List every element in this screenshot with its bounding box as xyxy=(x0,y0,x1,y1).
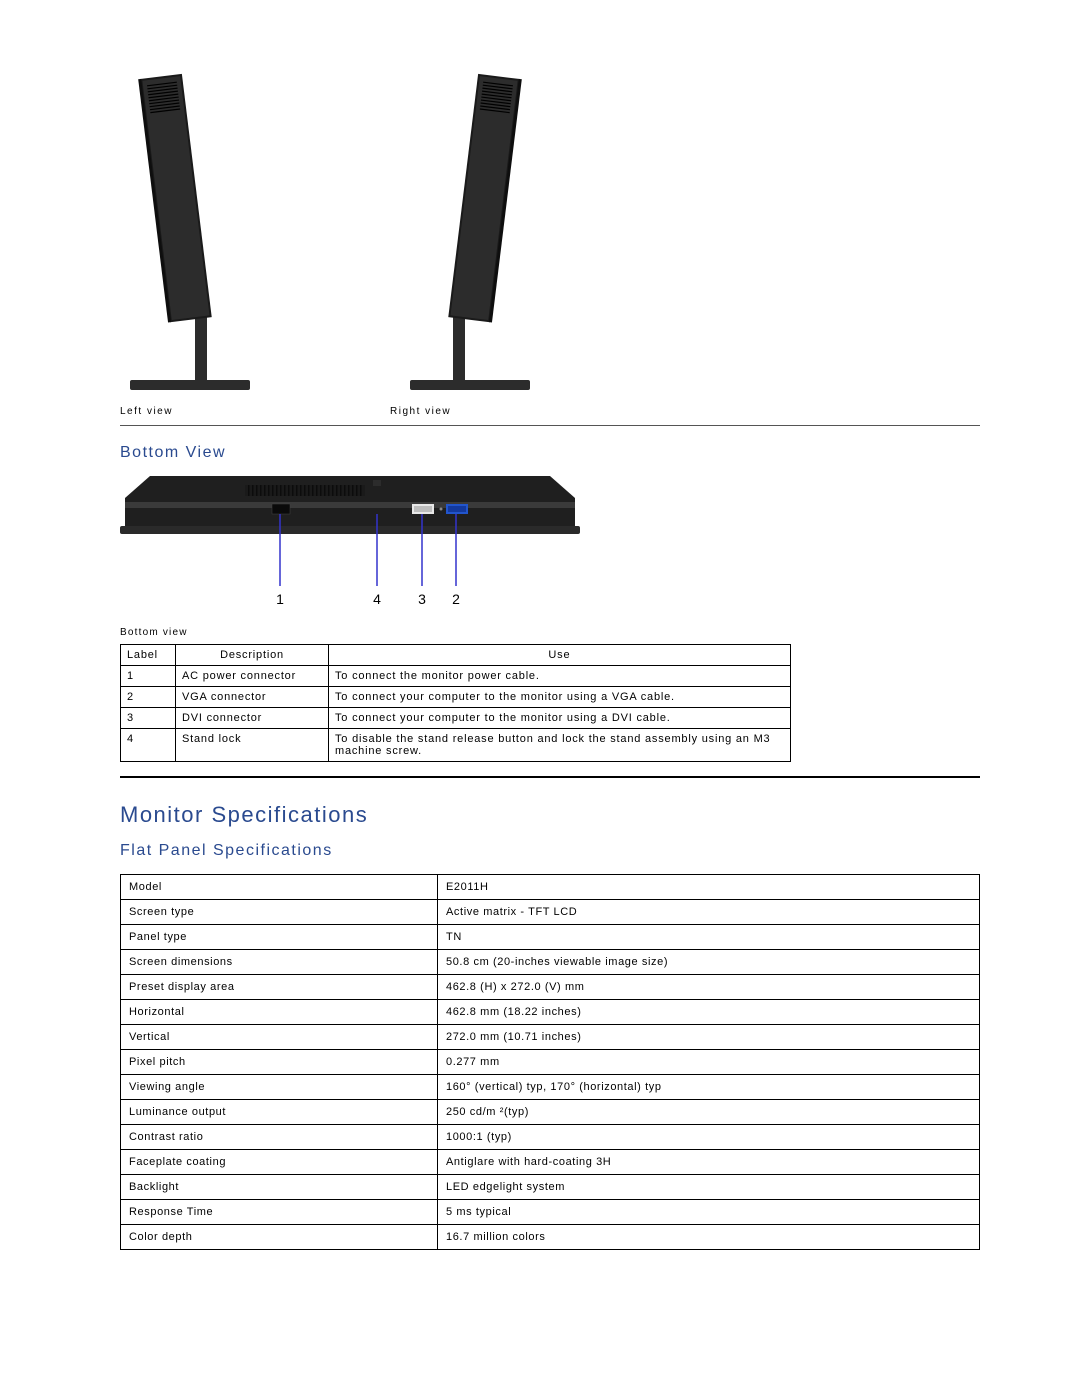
spec-name: Preset display area xyxy=(121,975,438,1000)
spec-name: Color depth xyxy=(121,1225,438,1250)
table-row: BacklightLED edgelight system xyxy=(121,1175,980,1200)
spec-value: LED edgelight system xyxy=(438,1175,980,1200)
cell-description: DVI connector xyxy=(176,708,329,729)
spec-name: Backlight xyxy=(121,1175,438,1200)
cell-label: 1 xyxy=(121,666,176,687)
table-row: Faceplate coatingAntiglare with hard-coa… xyxy=(121,1150,980,1175)
spec-name: Screen type xyxy=(121,900,438,925)
spec-name: Response Time xyxy=(121,1200,438,1225)
spec-name: Contrast ratio xyxy=(121,1125,438,1150)
spec-value: Antiglare with hard-coating 3H xyxy=(438,1150,980,1175)
spec-name: Viewing angle xyxy=(121,1075,438,1100)
spec-value: 16.7 million colors xyxy=(438,1225,980,1250)
divider-thin xyxy=(120,425,980,426)
table-row: Panel typeTN xyxy=(121,925,980,950)
spec-value: 272.0 mm (10.71 inches) xyxy=(438,1025,980,1050)
spec-name: Screen dimensions xyxy=(121,950,438,975)
spec-name: Vertical xyxy=(121,1025,438,1050)
table-row: Pixel pitch0.277 mm xyxy=(121,1050,980,1075)
cell-label: 4 xyxy=(121,729,176,762)
connector-table: Label Description Use 1AC power connecto… xyxy=(120,644,791,762)
table-row: Preset display area462.8 (H) x 272.0 (V)… xyxy=(121,975,980,1000)
spec-value: 250 cd/m ²(typ) xyxy=(438,1100,980,1125)
spec-name: Pixel pitch xyxy=(121,1050,438,1075)
spec-value: 160° (vertical) typ, 170° (horizontal) t… xyxy=(438,1075,980,1100)
table-row: Color depth16.7 million colors xyxy=(121,1225,980,1250)
left-view-caption: Left view xyxy=(120,406,290,417)
table-row: Vertical272.0 mm (10.71 inches) xyxy=(121,1025,980,1050)
table-row: Screen dimensions50.8 cm (20-inches view… xyxy=(121,950,980,975)
bottom-view-svg: 1 4 3 2 xyxy=(120,476,580,616)
table-row: ModelE2011H xyxy=(121,875,980,900)
bottom-view-caption: Bottom view xyxy=(120,627,980,638)
left-view-svg xyxy=(120,60,270,400)
cell-use: To connect the monitor power cable. xyxy=(329,666,791,687)
cell-use: To connect your computer to the monitor … xyxy=(329,687,791,708)
spec-value: 0.277 mm xyxy=(438,1050,980,1075)
table-row: Response Time5 ms typical xyxy=(121,1200,980,1225)
cell-description: Stand lock xyxy=(176,729,329,762)
left-view: Left view xyxy=(120,60,290,417)
table-row: Label Description Use xyxy=(121,645,791,666)
callout-3: 3 xyxy=(418,591,426,607)
right-view: Right view xyxy=(390,60,560,417)
table-row: 1AC power connectorTo connect the monito… xyxy=(121,666,791,687)
side-views-row: Left view xyxy=(120,60,980,417)
cell-use: To connect your computer to the monitor … xyxy=(329,708,791,729)
callout-1: 1 xyxy=(276,591,284,607)
spec-name: Faceplate coating xyxy=(121,1150,438,1175)
spec-value: TN xyxy=(438,925,980,950)
monitor-spec-heading: Monitor Specifications xyxy=(120,802,980,828)
table-row: Luminance output250 cd/m ²(typ) xyxy=(121,1100,980,1125)
spec-value: 462.8 mm (18.22 inches) xyxy=(438,1000,980,1025)
table-row: 3DVI connectorTo connect your computer t… xyxy=(121,708,791,729)
col-label: Label xyxy=(121,645,176,666)
spec-value: 50.8 cm (20-inches viewable image size) xyxy=(438,950,980,975)
table-row: 2VGA connectorTo connect your computer t… xyxy=(121,687,791,708)
divider-thick xyxy=(120,776,980,778)
spec-table: ModelE2011HScreen typeActive matrix - TF… xyxy=(120,874,980,1250)
callout-4: 4 xyxy=(373,591,381,607)
spec-name: Horizontal xyxy=(121,1000,438,1025)
spec-name: Panel type xyxy=(121,925,438,950)
spec-value: Active matrix - TFT LCD xyxy=(438,900,980,925)
cell-label: 3 xyxy=(121,708,176,729)
cell-description: AC power connector xyxy=(176,666,329,687)
table-row: Contrast ratio1000:1 (typ) xyxy=(121,1125,980,1150)
bottom-view-heading: Bottom View xyxy=(120,444,980,462)
table-row: 4Stand lockTo disable the stand release … xyxy=(121,729,791,762)
bottom-view-figure: 1 4 3 2 Bottom view xyxy=(120,476,980,638)
col-use: Use xyxy=(329,645,791,666)
table-row: Screen typeActive matrix - TFT LCD xyxy=(121,900,980,925)
col-description: Description xyxy=(176,645,329,666)
table-row: Viewing angle160° (vertical) typ, 170° (… xyxy=(121,1075,980,1100)
spec-value: 5 ms typical xyxy=(438,1200,980,1225)
spec-value: E2011H xyxy=(438,875,980,900)
spec-name: Luminance output xyxy=(121,1100,438,1125)
right-view-svg xyxy=(390,60,540,400)
spec-value: 462.8 (H) x 272.0 (V) mm xyxy=(438,975,980,1000)
callout-2: 2 xyxy=(452,591,460,607)
cell-use: To disable the stand release button and … xyxy=(329,729,791,762)
spec-value: 1000:1 (typ) xyxy=(438,1125,980,1150)
spec-name: Model xyxy=(121,875,438,900)
table-row: Horizontal462.8 mm (18.22 inches) xyxy=(121,1000,980,1025)
flat-panel-heading: Flat Panel Specifications xyxy=(120,842,980,860)
cell-label: 2 xyxy=(121,687,176,708)
cell-description: VGA connector xyxy=(176,687,329,708)
right-view-caption: Right view xyxy=(390,406,560,417)
